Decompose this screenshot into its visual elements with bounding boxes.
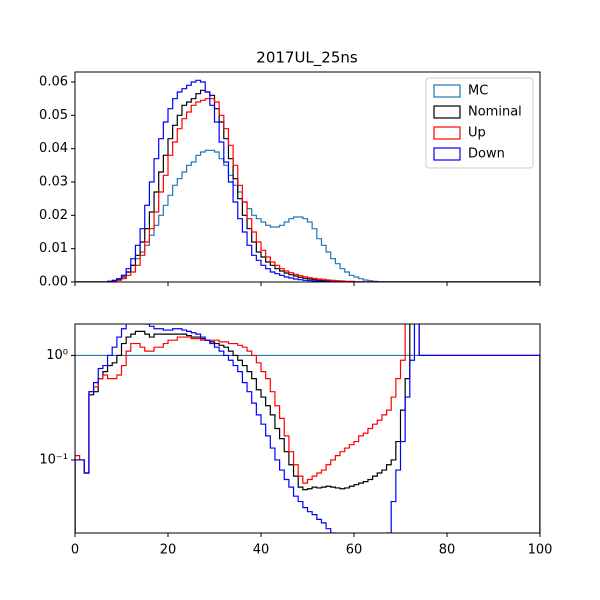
x-tick-label: 80 bbox=[439, 543, 456, 558]
axes-frame bbox=[74, 323, 541, 534]
y-tick-label: 10⁻¹ bbox=[39, 452, 68, 467]
plot-area bbox=[75, 79, 540, 282]
legend-frame bbox=[425, 77, 534, 169]
x-tick-label: 0 bbox=[71, 543, 79, 558]
legend-label: MC bbox=[468, 84, 488, 99]
legend-swatch bbox=[433, 84, 461, 98]
legend-label: Nominal bbox=[468, 105, 522, 120]
y-tick-label: 0.04 bbox=[39, 141, 68, 156]
x-tick-label: 100 bbox=[528, 543, 553, 558]
histogram-step bbox=[75, 149, 540, 282]
y-tick-label: 10⁰ bbox=[46, 348, 68, 363]
x-tick-label: 20 bbox=[160, 543, 177, 558]
histogram-step bbox=[75, 354, 540, 533]
legend-label: Down bbox=[468, 147, 505, 162]
histogram-step bbox=[75, 324, 540, 533]
y-tick-label: 0.06 bbox=[39, 75, 68, 90]
y-tick-label: 0.00 bbox=[39, 275, 68, 290]
axes-frame bbox=[74, 71, 541, 283]
plot-area bbox=[75, 324, 540, 533]
x-tick-label: 40 bbox=[253, 543, 270, 558]
histogram-step bbox=[75, 79, 540, 282]
y-tick-label: 0.02 bbox=[39, 208, 68, 223]
y-tick-label: 0.05 bbox=[39, 108, 68, 123]
y-tick-label: 0.03 bbox=[39, 175, 68, 190]
legend-swatch bbox=[433, 147, 461, 161]
chart-title: 2017UL_25ns bbox=[256, 49, 358, 68]
legend-swatch bbox=[433, 126, 461, 140]
legend-swatch bbox=[433, 105, 461, 119]
x-tick-label: 60 bbox=[346, 543, 363, 558]
histogram-step bbox=[75, 89, 540, 282]
y-tick-label: 0.01 bbox=[39, 241, 68, 256]
histogram-step bbox=[75, 98, 540, 282]
legend-label: Up bbox=[468, 126, 486, 141]
